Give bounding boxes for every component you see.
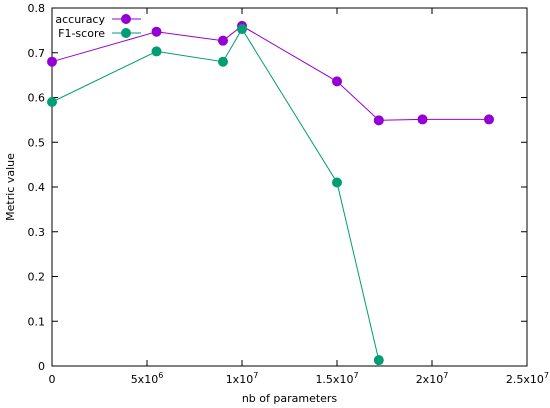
x-tick-base: 1.5x10: [315, 373, 353, 386]
x-tick-exponent: 7: [443, 371, 448, 380]
y-tick-label: 0.8: [28, 2, 46, 15]
data-point: [218, 56, 228, 67]
y-tick-label: 0.2: [28, 271, 46, 284]
x-tick-base: 2x10: [416, 373, 444, 386]
x-tick-base: 1x10: [226, 373, 254, 386]
y-axis-label: Metric value: [4, 153, 17, 221]
legend-marker: [121, 28, 131, 38]
x-tick-base: 0: [49, 373, 56, 386]
ticks: 00.10.20.30.40.50.60.70.80 5x106 1x107 1.5x…: [28, 2, 550, 386]
data-point: [373, 115, 384, 126]
data-point: [237, 24, 247, 35]
data-point: [151, 26, 162, 37]
x-tick-base: 5x10: [131, 373, 159, 386]
y-tick-label: 0.4: [28, 181, 46, 194]
x-tick-label: 2x107: [416, 371, 449, 386]
data-point: [373, 355, 384, 366]
y-tick-label: 0: [38, 360, 45, 373]
x-tick-label: 0: [49, 373, 56, 386]
legend-label: F1-score: [58, 27, 105, 40]
data-point: [332, 76, 342, 87]
legend-label: accuracy: [55, 13, 105, 26]
y-tick-label: 0.7: [28, 47, 46, 60]
x-tick-label: 1.5x107: [315, 371, 358, 386]
y-tick-label: 0.1: [28, 315, 46, 328]
x-tick-exponent: 7: [253, 371, 258, 380]
x-tick-label: 5x106: [131, 371, 164, 386]
data-point: [151, 46, 162, 57]
series-layer: [47, 20, 494, 366]
x-tick-label: 1x107: [226, 371, 259, 386]
plot-frame: [51, 7, 528, 367]
data-point: [417, 114, 428, 125]
data-point: [47, 56, 57, 67]
data-point: [47, 96, 57, 107]
x-tick-exponent: 7: [353, 371, 358, 380]
data-point: [484, 114, 494, 125]
x-tick-label: 2.5x107: [506, 371, 549, 386]
data-point: [218, 35, 228, 46]
series-line-1: [51, 28, 380, 361]
legend-marker: [121, 14, 131, 24]
x-tick-exponent: 6: [158, 371, 163, 380]
data-point: [332, 177, 342, 188]
x-tick-base: 2.5x10: [506, 373, 544, 386]
y-tick-label: 0.3: [28, 226, 46, 239]
y-tick-label: 0.6: [28, 92, 46, 105]
x-tick-exponent: 7: [544, 371, 549, 380]
y-tick-label: 0.5: [28, 136, 46, 149]
series-line-0: [51, 25, 489, 121]
x-axis-label: nb of parameters: [242, 392, 338, 405]
